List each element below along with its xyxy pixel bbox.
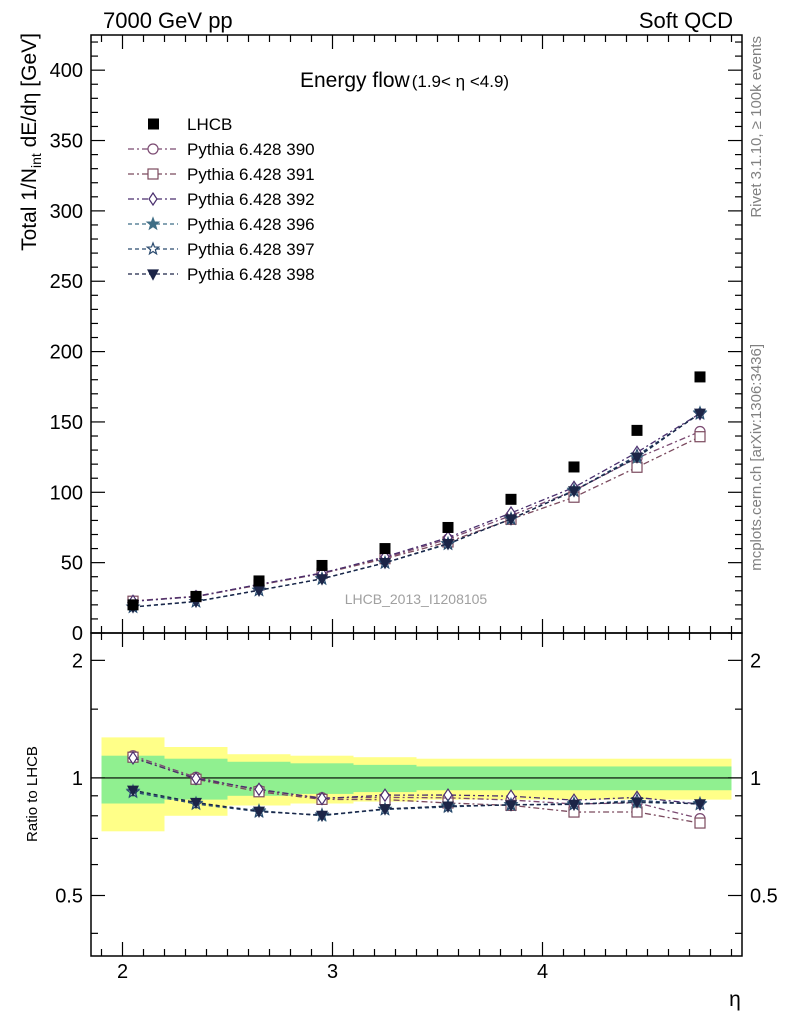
data-marker	[379, 804, 391, 816]
band-inner	[290, 763, 354, 794]
data-marker	[631, 452, 643, 464]
data-marker	[190, 797, 202, 810]
y-tick-label-upper: 0	[72, 623, 83, 645]
y-tick-label-upper: 50	[61, 553, 83, 575]
y-tick-label-upper: 200	[50, 342, 83, 364]
lhcb-data-point	[694, 371, 706, 383]
data-marker	[380, 788, 390, 803]
data-marker	[631, 797, 643, 809]
legend-marker	[148, 118, 159, 130]
data-marker	[694, 817, 706, 829]
legend-label: LHCB	[187, 115, 232, 134]
lhcb-data-point	[127, 599, 139, 611]
data-marker	[694, 431, 706, 443]
data-marker	[147, 143, 159, 155]
lhcb-data-point	[379, 543, 391, 555]
data-marker	[128, 750, 138, 766]
series-line-upper	[132, 413, 701, 608]
lhcb-data-point	[505, 493, 517, 505]
lhcb-data-point	[190, 590, 202, 602]
y-axis-label-upper: Total 1/Nint dE/dη [GeV]	[18, 33, 44, 251]
data-marker	[442, 539, 454, 551]
data-marker	[127, 785, 139, 798]
series-line-lower	[132, 756, 701, 824]
chart-title: Energy flow (1.9< η <4.9)	[300, 69, 509, 92]
x-tick-label: 4	[537, 961, 548, 983]
data-marker	[379, 558, 391, 570]
x-tick-label: 3	[327, 961, 338, 983]
y-tick-label-upper: 300	[50, 201, 83, 223]
y-tick-label-lower-right: 2	[750, 650, 761, 672]
analysis-label: LHCB_2013_I1208105	[345, 591, 488, 607]
header-process-label: Soft QCD	[639, 8, 733, 33]
y-tick-label-upper: 350	[50, 131, 83, 153]
legend-entry: Pythia 6.428 391	[128, 165, 315, 184]
lhcb-data-points	[127, 371, 706, 611]
legend-label: Pythia 6.428 396	[187, 215, 315, 234]
y-tick-label-upper: 100	[50, 482, 83, 504]
data-marker	[442, 801, 454, 813]
y-tick-label-lower: 0.5	[55, 886, 83, 908]
legend-entry: Pythia 6.428 398	[128, 265, 315, 284]
data-marker	[568, 486, 580, 498]
legend-entry: LHCB	[148, 115, 232, 134]
lhcb-data-point	[316, 559, 328, 571]
data-marker	[316, 574, 328, 586]
data-marker	[694, 408, 706, 421]
legend: LHCB Pythia 6.428 390 Pythia 6.428 391 Pyth…	[128, 115, 315, 284]
data-marker	[505, 800, 517, 812]
data-marker	[148, 191, 158, 207]
upper-panel-series	[125, 405, 708, 614]
chart-title-range: (1.9< η <4.9)	[412, 72, 509, 91]
data-marker	[568, 799, 580, 812]
legend-entry: Pythia 6.428 392	[128, 190, 315, 209]
series-line-upper	[132, 412, 701, 608]
data-marker	[254, 782, 264, 797]
x-axis-label: η	[729, 988, 741, 1011]
legend-label: Pythia 6.428 391	[187, 165, 315, 184]
x-tick-label: 2	[117, 961, 128, 983]
lhcb-data-point	[442, 521, 454, 533]
series-line-lower	[132, 757, 701, 805]
lhcb-data-point	[253, 575, 265, 587]
data-marker	[147, 168, 159, 180]
lower-panel-series	[125, 750, 708, 829]
data-marker	[145, 241, 161, 256]
legend-label: Pythia 6.428 392	[187, 190, 315, 209]
legend-entry: Pythia 6.428 397	[128, 240, 315, 259]
data-marker	[505, 514, 517, 526]
data-marker	[253, 806, 265, 819]
y-tick-label-lower-right: 0.5	[750, 886, 778, 908]
rivet-version-label: Rivet 3.1.10, ≥ 100k events	[748, 36, 765, 218]
series-line-upper	[132, 436, 701, 602]
legend-label: Pythia 6.428 390	[187, 140, 315, 159]
y-tick-label-upper: 400	[50, 60, 83, 82]
y-tick-label-lower: 2	[72, 650, 83, 672]
lhcb-data-point	[631, 424, 643, 436]
data-marker	[147, 269, 159, 281]
series-line-upper	[132, 412, 701, 608]
data-marker	[316, 810, 328, 823]
mcplots-reference-label: mcplots.cern.ch [arXiv:1306:3436]	[748, 344, 765, 571]
data-marker	[694, 799, 706, 811]
y-tick-label-lower: 1	[72, 768, 83, 790]
legend-label: Pythia 6.428 397	[187, 240, 315, 259]
data-marker	[145, 216, 161, 231]
data-marker	[191, 771, 201, 786]
y-axis-label-lower: Ratio to LHCB	[24, 746, 41, 842]
y-tick-label-upper: 250	[50, 271, 83, 293]
data-marker	[317, 791, 327, 806]
axis-ticks: 2 3 4 0 50 100 150 200 250 300 350 400 0.5 0.5 1 1 2 2	[50, 35, 778, 983]
legend-label: Pythia 6.428 398	[187, 265, 315, 284]
y-tick-label-upper: 150	[50, 412, 83, 434]
y-tick-label-lower-right: 1	[750, 768, 761, 790]
series-line-upper	[132, 412, 701, 602]
legend-entry: Pythia 6.428 396	[128, 215, 315, 234]
chart-title-main: Energy flow	[300, 69, 411, 92]
lhcb-data-point	[568, 461, 580, 473]
header-energy-label: 7000 GeV pp	[103, 8, 233, 33]
legend-entry: Pythia 6.428 390	[128, 140, 315, 159]
series-line-upper	[132, 430, 701, 602]
